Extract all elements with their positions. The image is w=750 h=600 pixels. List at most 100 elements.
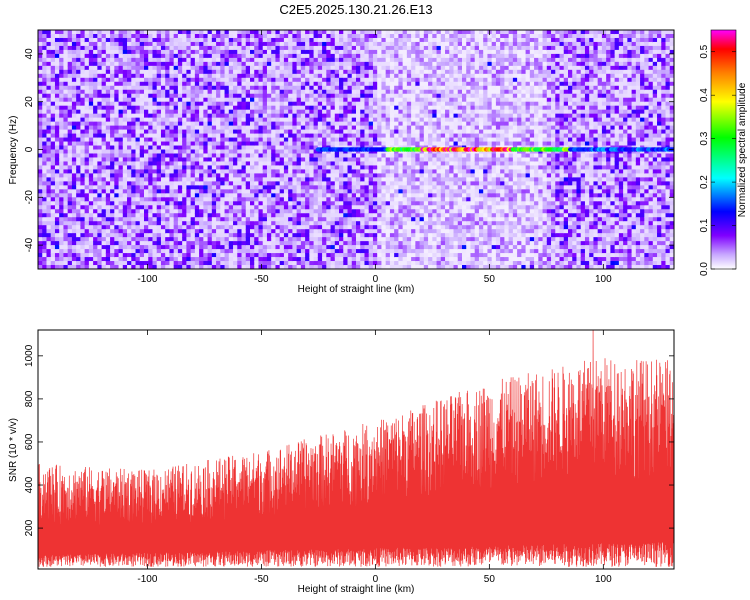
heatmap-cell — [334, 245, 340, 250]
heatmap-cell — [254, 89, 260, 95]
heatmap-cell — [296, 105, 302, 111]
heatmap-cell — [313, 129, 319, 135]
heatmap-cell — [165, 30, 171, 35]
heatmap-cell — [182, 57, 187, 63]
heatmap-cell — [381, 201, 387, 206]
heatmap-cell — [385, 233, 391, 238]
heatmap-cell — [211, 45, 217, 51]
heatmap-cell — [207, 97, 213, 103]
heatmap-cell — [199, 257, 204, 262]
heatmap-cell — [182, 193, 187, 198]
heatmap-cell — [385, 105, 391, 111]
heatmap-cell — [105, 113, 111, 119]
heatmap-cell — [330, 253, 336, 258]
heatmap-cell — [292, 205, 298, 210]
heatmap-cell — [63, 201, 69, 206]
heatmap-cell — [54, 125, 60, 131]
heatmap-cell — [76, 173, 81, 178]
heatmap-cell — [173, 61, 179, 67]
heatmap-cell — [322, 141, 327, 147]
heatmap-cell — [250, 41, 255, 47]
heatmap-cell — [152, 165, 158, 171]
heatmap-cell — [330, 69, 336, 75]
heatmap-cell — [266, 169, 272, 174]
heatmap-cell — [266, 33, 272, 39]
heatmap-cell — [250, 157, 255, 163]
heatmap-cell — [330, 137, 336, 143]
heatmap-cell — [160, 221, 166, 226]
heatmap-cell — [156, 221, 162, 226]
heatmap-cell — [356, 177, 361, 182]
heatmap-cell — [67, 61, 73, 67]
heatmap-cell — [186, 157, 192, 163]
heatmap-cell — [220, 217, 226, 222]
heatmap-cell — [139, 225, 145, 230]
heatmap-cell — [190, 85, 196, 91]
heatmap-cell — [97, 33, 103, 39]
heatmap-cell — [71, 93, 77, 99]
heatmap-cell — [135, 41, 141, 47]
heatmap-cell — [182, 181, 187, 186]
heatmap-cell — [139, 265, 145, 269]
heatmap-cell — [63, 153, 69, 159]
heatmap-cell — [381, 189, 387, 194]
heatmap-cell — [385, 213, 391, 218]
heatmap-cell — [351, 45, 357, 51]
heatmap-cell — [237, 53, 243, 59]
heatmap-cell — [59, 257, 65, 262]
heatmap-cell — [377, 45, 383, 51]
heatmap-cell — [266, 145, 272, 151]
heatmap-cell — [182, 205, 187, 210]
heatmap-cell — [194, 145, 200, 151]
heatmap-cell — [135, 165, 141, 171]
heatmap-cell — [360, 193, 366, 198]
heatmap-cell — [385, 161, 391, 167]
heatmap-cell — [182, 137, 187, 143]
heatmap-cell — [177, 53, 183, 59]
heatmap-cell — [279, 205, 285, 210]
heatmap-cell — [283, 185, 289, 190]
heatmap-cell — [330, 73, 336, 79]
heatmap-cell — [292, 137, 298, 143]
heatmap-cell — [46, 173, 52, 178]
heatmap-cell — [80, 89, 86, 95]
heatmap-cell — [54, 145, 60, 151]
heatmap-cell — [156, 149, 162, 155]
heatmap-cell — [334, 193, 340, 198]
heatmap-cell — [368, 217, 374, 222]
heatmap-cell — [300, 217, 306, 222]
heatmap-cell — [330, 125, 336, 131]
heatmap-cell — [173, 165, 179, 171]
heatmap-cell — [360, 69, 366, 75]
heatmap-cell — [42, 169, 48, 174]
heatmap-cell — [381, 173, 387, 178]
heatmap-cell — [144, 173, 149, 178]
heatmap-cell — [351, 149, 357, 155]
heatmap-cell — [224, 145, 230, 151]
heatmap-cell — [351, 89, 357, 95]
heatmap-cell — [38, 125, 43, 131]
heatmap-cell — [275, 173, 281, 178]
heatmap-cell — [42, 85, 48, 91]
heatmap-cell — [250, 177, 255, 182]
heatmap-cell — [207, 241, 213, 246]
heatmap-cell — [385, 61, 391, 67]
heatmap-cell — [182, 133, 187, 139]
heatmap-cell — [131, 97, 137, 103]
heatmap-cell — [262, 101, 268, 107]
heatmap-cell — [135, 153, 141, 159]
heatmap-cell — [266, 181, 272, 186]
heatmap-cell — [233, 165, 238, 171]
heatmap-cell — [283, 45, 289, 51]
heatmap-cell — [148, 205, 154, 210]
heatmap-cell — [203, 97, 209, 103]
heatmap-cell — [101, 41, 107, 47]
heatmap-cell — [288, 57, 293, 63]
heatmap-cell — [381, 181, 387, 186]
heatmap-cell — [279, 109, 285, 115]
heatmap-cell — [190, 205, 196, 210]
heatmap-cell — [93, 265, 98, 269]
heatmap-cell — [220, 229, 226, 234]
heatmap-cell — [211, 157, 217, 163]
heatmap-cell — [305, 33, 310, 39]
